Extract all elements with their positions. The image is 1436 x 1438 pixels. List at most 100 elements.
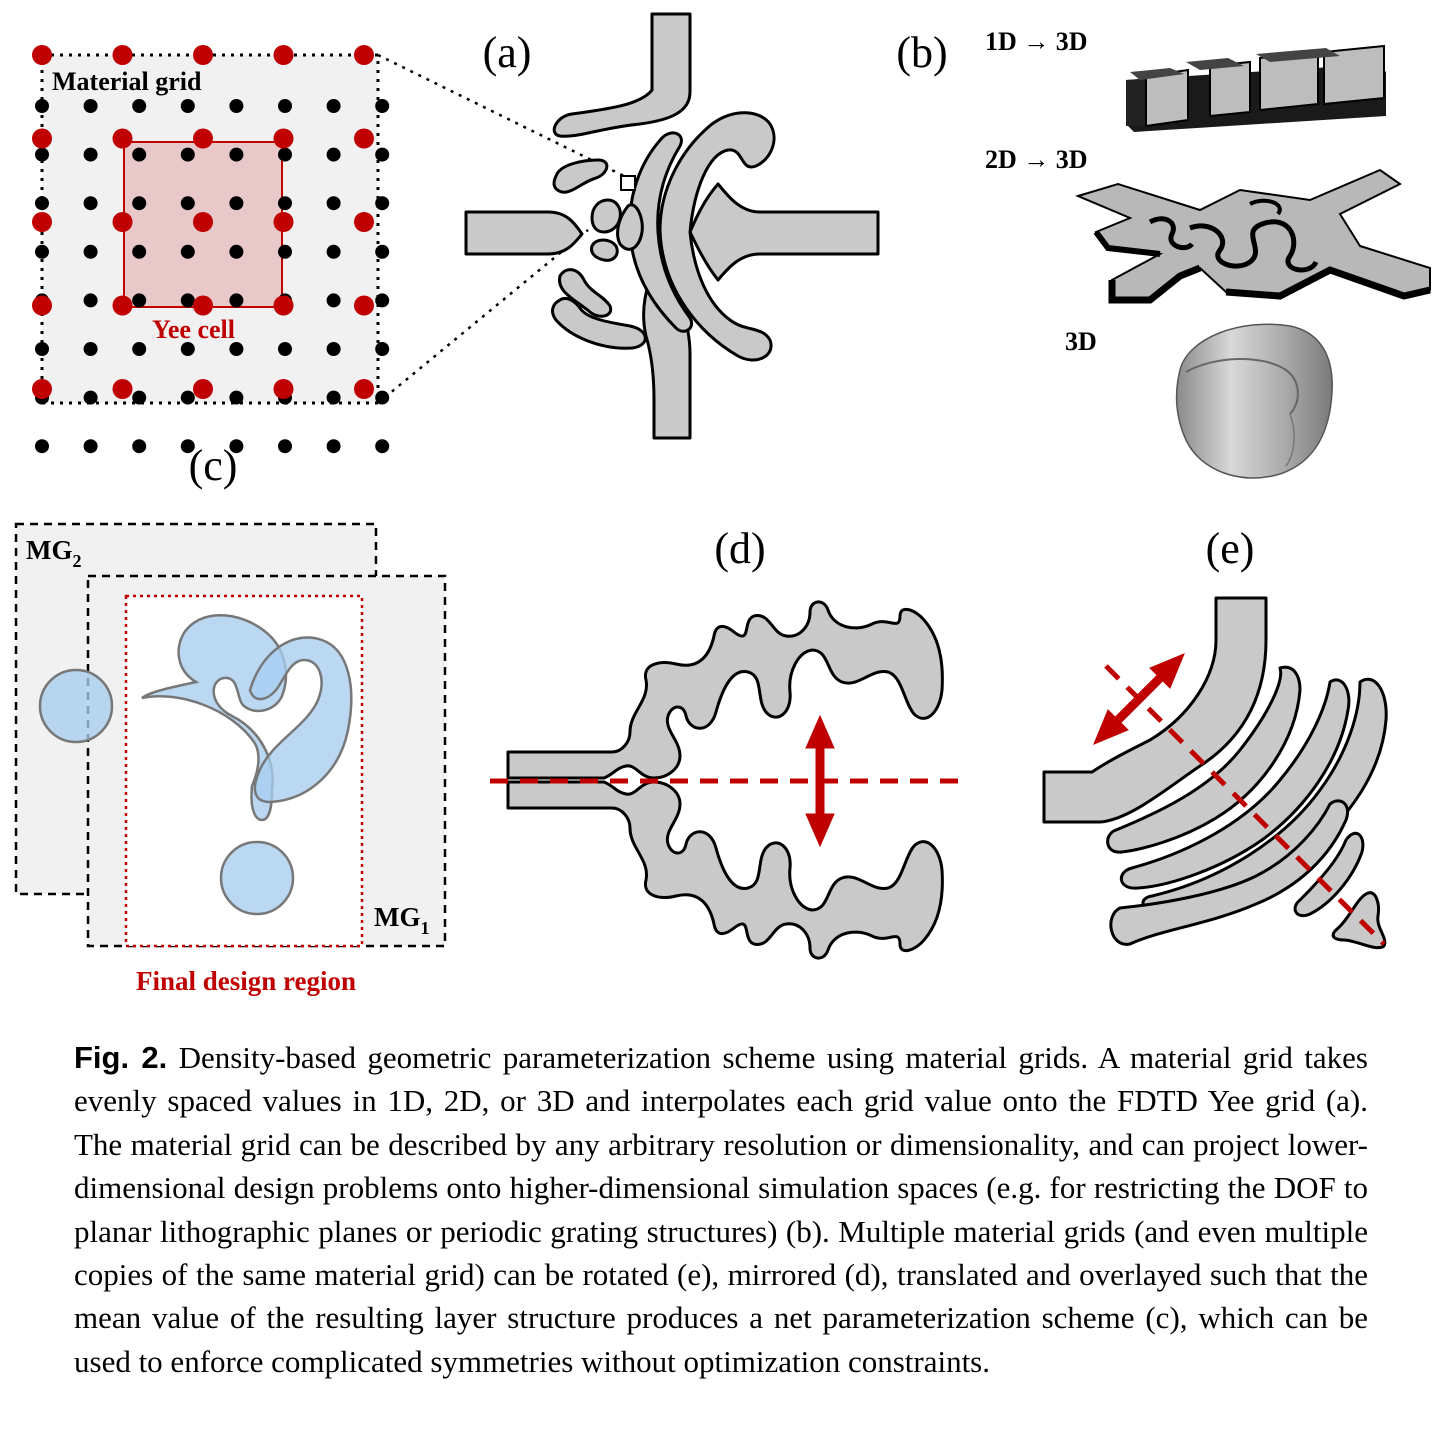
material-grid-dot [83,390,98,405]
material-grid-dot [180,390,195,405]
material-grid-dot [326,439,341,454]
yee-grid-dot [354,212,374,232]
material-grid-dot [375,244,390,259]
zoom-line-top [377,53,629,180]
material-grid-dot [375,390,390,405]
dim-label-3d: 3D [1065,327,1097,356]
material-grid-dot [35,196,49,211]
material-grid-dot [35,439,49,454]
yee-grid-dot [32,212,52,232]
material-grid-dot [83,293,98,308]
panel-d: (d) [490,524,960,960]
yee-grid-dot [354,379,374,399]
figure: Material grid Yee cell (a) [14,12,1431,996]
material-grid-dot [229,196,244,211]
material-grid-dot [326,244,341,259]
material-grid-dot [278,99,292,113]
material-grid-dot [35,342,49,356]
yee-grid-dot [354,45,374,65]
material-grid-dot [83,99,98,113]
material-grid-dot [229,293,244,308]
mg1-label-main: MG [374,902,421,932]
material-grid-dot [229,244,244,259]
material-grid-dot [132,99,147,113]
extruded-1d-blocks [1126,44,1386,132]
yee-grid-dot [193,295,213,316]
material-grid-dot [375,99,390,113]
material-grid-dot [35,147,49,162]
material-grid-dot [83,244,98,259]
material-grid-dot [278,244,292,259]
dim-label-1d: 1D → 3D [985,27,1088,56]
panel-d-label: (d) [714,524,765,573]
panel-b: (b) 1D → 3D 2D → 3D 3D [896,27,1431,479]
material-grid-dot [375,293,390,308]
yee-grid-dots [32,45,374,399]
material-grid-dot [229,439,244,454]
yee-grid-dot [112,45,133,65]
material-grid-dot [326,147,341,162]
material-grid-dot [375,196,390,211]
material-grid-dot [180,196,195,211]
material-grid-dot [229,147,244,162]
material-grid-dot [375,439,390,454]
material-grid-dot [278,196,292,211]
figure-caption: Fig. 2. Density-based geometric paramete… [74,1036,1368,1383]
material-grid-dot [326,390,341,405]
yee-grid-dot [112,295,133,316]
dim-label-2d: 2D → 3D [985,145,1088,174]
material-grid-dot [375,147,390,162]
yee-grid-dot [32,379,52,399]
material-grid-dot [132,342,147,356]
panel-a-label: (a) [483,28,532,77]
material-grid-dot [180,147,195,162]
material-grid-dot [132,390,147,405]
panel-a: (a) [464,12,880,440]
material-grid-dot [83,439,98,454]
material-grid-label: Material grid [52,67,202,96]
yee-grid-dot [112,379,133,399]
material-grid-dot [132,439,147,454]
material-grid-dot [229,99,244,113]
figure-label: Fig. 2. [74,1040,168,1075]
material-grid-dot [375,342,390,356]
material-grid-dot [180,244,195,259]
zoom-marker [620,175,636,191]
material-grid-dot [180,342,195,356]
3d-ring [1175,323,1333,479]
yee-grid-dot [273,212,294,232]
yee-grid-dot [273,45,294,65]
material-grid-dot [132,293,147,308]
extruded-2d-slab [1075,168,1431,304]
yee-grid-dot [193,45,213,65]
mirror-arrow [805,714,835,848]
material-grid-dot [326,196,341,211]
material-grid-dot [35,244,49,259]
panel-e: (e) [1042,524,1388,950]
material-grid-dot [278,342,292,356]
material-grid-panel: Material grid Yee cell [32,45,629,454]
material-grid-dot [132,147,147,162]
material-grid-dot [278,439,292,454]
caption-text: Density-based geometric parameterization… [74,1040,1368,1379]
yee-grid-dot [273,295,294,316]
material-grid-dot [278,147,292,162]
yee-cell-label: Yee cell [152,315,235,344]
material-grid-dot [83,342,98,356]
yee-grid-dot [32,128,52,149]
panel-e-label: (e) [1206,524,1255,573]
mg2-label-sub: 2 [73,551,82,571]
mg2-label: MG2 [26,535,82,571]
yee-grid-dot [112,128,133,149]
yee-grid-dot [354,128,374,149]
yee-grid-dot [273,128,294,149]
yee-grid-dot [273,379,294,399]
material-grid-dot [132,196,147,211]
zoom-line-bottom [377,229,589,404]
material-grid-dot [180,293,195,308]
material-grid-dot [132,244,147,259]
mg1-label: MG1 [374,902,430,938]
material-grid-dot [229,342,244,356]
material-grid-dot [229,390,244,405]
material-grid-dot [326,342,341,356]
